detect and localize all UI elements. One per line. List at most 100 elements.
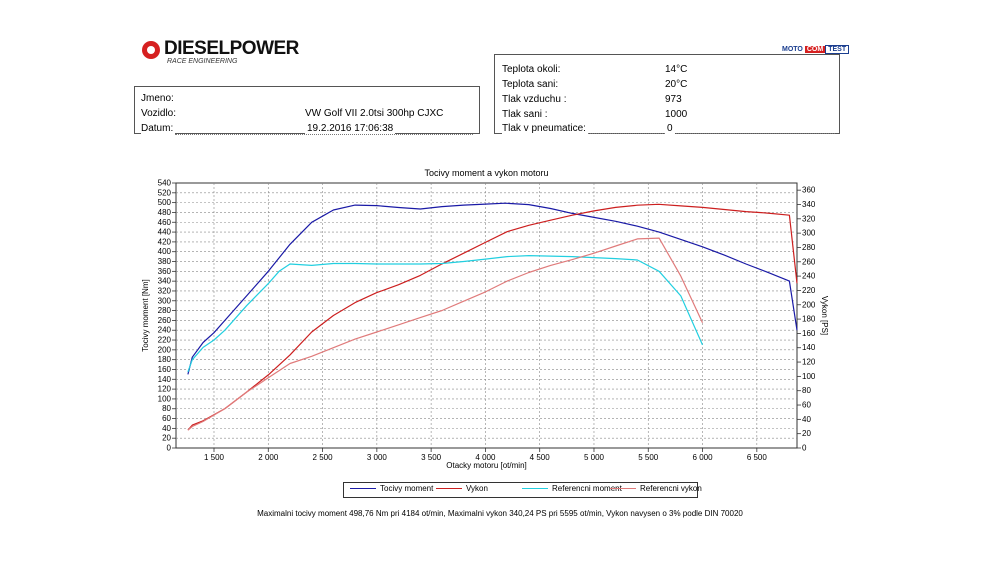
tlak-dotted-line: [555, 133, 835, 134]
y-tick-label-left: 360: [158, 267, 172, 276]
y-tick-label-left: 500: [158, 198, 172, 207]
x-tick-label: 3 500: [421, 453, 442, 462]
y-tick-label-left: 20: [162, 434, 171, 443]
info-label-tlak-pneumatice: Tlak v pneumatice:: [502, 123, 588, 134]
conditions-info-box: Teplota okoli: 14°C Teplota sani: 20°C T…: [494, 54, 840, 134]
series-power-line: [187, 203, 798, 431]
y-tick-label-right: 260: [802, 257, 816, 266]
x-tick-label: 3 000: [367, 453, 388, 462]
y-tick-label-right: 140: [802, 343, 816, 352]
y-tick-label-left: 60: [162, 414, 171, 423]
legend-label-torque: Tocivy moment: [380, 484, 434, 493]
y-tick-label-right: 320: [802, 214, 816, 223]
series-torque-line: [187, 202, 798, 375]
y-tick-label-right: 240: [802, 272, 816, 281]
info-value-tlak-pneumatice: 0: [665, 123, 675, 134]
moto-logo-part3: TEST: [825, 45, 850, 54]
x-axis-label: Otacky motoru [ot/min]: [446, 461, 526, 470]
y-tick-label-right: 0: [802, 444, 807, 453]
y-tick-label-right: 300: [802, 229, 816, 238]
y-tick-label-left: 520: [158, 188, 172, 197]
info-label-teplota-okoli: Teplota okoli:: [502, 64, 561, 75]
info-value-tlak-sani: 1000: [665, 109, 688, 120]
y-tick-label-left: 400: [158, 247, 172, 256]
y-tick-label-left: 240: [158, 326, 172, 335]
x-tick-label: 2 500: [313, 453, 334, 462]
y-tick-label-right: 40: [802, 415, 811, 424]
legend-item-ref-torque: Referencni moment: [522, 484, 622, 493]
legend-item-ref-power: Referencni vykon: [610, 484, 702, 493]
datum-dotted-line: [175, 134, 473, 135]
moto-logo-part1: MOTO: [782, 46, 803, 53]
series-ref-torque-line: [187, 255, 704, 373]
y-tick-label-left: 280: [158, 306, 172, 315]
info-value-teplota-okoli: 14°C: [665, 64, 688, 75]
chart-legend: Tocivy moment Vykon Referencni moment Re…: [343, 482, 702, 498]
logo-brand-text: DIESELPOWER: [164, 38, 299, 59]
legend-swatch-torque: [350, 488, 376, 490]
y-tick-label-left: 340: [158, 277, 172, 286]
y-tick-label-left: 100: [158, 394, 172, 403]
x-tick-label: 5 000: [584, 453, 605, 462]
y-tick-label-right: 340: [802, 200, 816, 209]
y-tick-label-right: 80: [802, 386, 811, 395]
y-axis-label-right: Vykon [PS]: [820, 296, 829, 335]
info-label-tlak-sani: Tlak sani :: [502, 109, 548, 120]
legend-label-power: Vykon: [466, 484, 488, 493]
x-tick-label: 6 000: [693, 453, 714, 462]
legend-item-torque: Tocivy moment: [350, 484, 433, 493]
legend-swatch-ref-torque: [522, 488, 548, 490]
y-tick-label-left: 80: [162, 404, 171, 413]
legend-swatch-power: [436, 488, 462, 490]
moto-logo-part2: COM: [804, 46, 826, 53]
y-tick-label-right: 180: [802, 315, 816, 324]
y-tick-label-left: 460: [158, 218, 172, 227]
info-value-teplota-sani: 20°C: [665, 79, 688, 90]
y-tick-label-left: 380: [158, 257, 172, 266]
chart-title: Tocivy moment a vykon motoru: [424, 168, 548, 178]
y-tick-label-left: 300: [158, 296, 172, 305]
y-tick-label-left: 200: [158, 345, 172, 354]
y-tick-label-left: 120: [158, 385, 172, 394]
y-tick-label-right: 360: [802, 186, 816, 195]
logo-tagline: RACE ENGINEERING: [167, 58, 238, 65]
series-ref-power-line: [187, 237, 704, 431]
y-tick-label-right: 100: [802, 372, 816, 381]
y-tick-label-right: 120: [802, 358, 816, 367]
info-value-tlak-vzduchu: 973: [665, 94, 682, 105]
info-label-datum: Datum:: [141, 123, 176, 134]
y-tick-label-left: 260: [158, 316, 172, 325]
y-tick-label-right: 20: [802, 429, 811, 438]
info-label-tlak-vzduchu: Tlak vzduchu :: [502, 94, 567, 105]
x-tick-label: 4 000: [475, 453, 496, 462]
y-tick-label-left: 140: [158, 375, 172, 384]
x-tick-label: 1 500: [204, 453, 225, 462]
legend-item-power: Vykon: [436, 484, 488, 493]
y-tick-label-left: 320: [158, 286, 172, 295]
y-tick-label-left: 220: [158, 336, 172, 345]
x-tick-label: 6 500: [747, 453, 768, 462]
y-tick-label-left: 540: [158, 179, 172, 188]
info-label-vozidlo: Vozidlo:: [141, 108, 177, 119]
dieselpower-logo: DIESELPOWER RACE ENGINEERING: [140, 38, 300, 70]
y-tick-label-left: 440: [158, 228, 172, 237]
y-tick-label-right: 220: [802, 286, 816, 295]
plot-area: [175, 182, 798, 449]
info-value-datum: 19.2.2016 17:06:38: [305, 123, 396, 134]
y-tick-label-right: 60: [802, 401, 811, 410]
y-axis-label-left: Tocivy moment [Nm]: [141, 279, 150, 351]
y-tick-label-left: 160: [158, 365, 172, 374]
y-tick-label-right: 160: [802, 329, 816, 338]
y-tick-label-left: 0: [167, 444, 172, 453]
info-value-vozidlo: VW Golf VII 2.0tsi 300hp CJXC: [305, 108, 444, 119]
legend-label-ref-torque: Referencni moment: [552, 484, 622, 493]
y-tick-label-left: 420: [158, 237, 172, 246]
x-tick-label: 2 000: [258, 453, 279, 462]
info-label-teplota-sani: Teplota sani:: [502, 79, 559, 90]
x-tick-label: 5 500: [638, 453, 659, 462]
y-tick-label-left: 480: [158, 208, 172, 217]
motocomtest-logo: MOTO COM TEST: [780, 45, 850, 54]
turbo-gear-icon: [142, 41, 160, 59]
y-tick-label-left: 180: [158, 355, 172, 364]
